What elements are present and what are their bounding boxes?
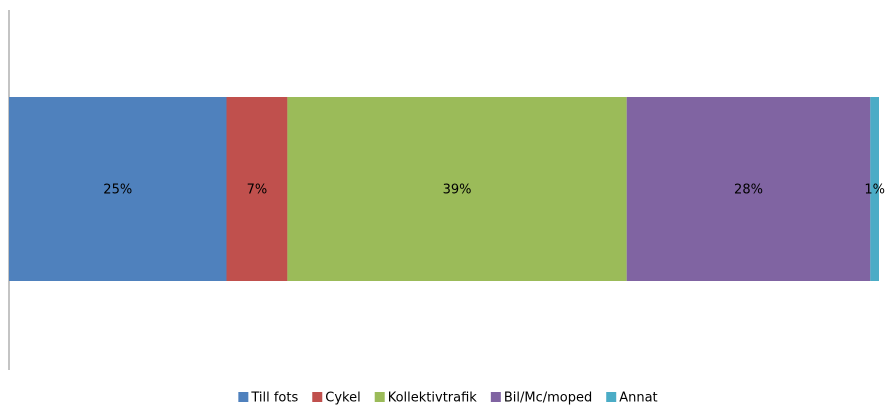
data-label: 25% [103, 183, 132, 198]
legend-label: Till fots [250, 391, 298, 406]
legend-label: Kollektivtrafik [388, 391, 478, 406]
legend-swatch [490, 392, 501, 402]
data-label: 28% [734, 183, 763, 198]
legend-swatch [312, 392, 323, 402]
bar-segment [226, 97, 288, 281]
legend-swatch [374, 392, 385, 402]
bar-segment [9, 97, 227, 281]
legend-swatch [238, 392, 249, 402]
bar-segment [287, 97, 627, 281]
legend-label: Bil/Mc/moped [504, 391, 592, 406]
legend-swatch [606, 392, 617, 402]
data-label: 7% [247, 183, 268, 198]
bar-segment [626, 97, 871, 281]
legend-label: Annat [619, 391, 657, 406]
data-label: 1% [864, 183, 885, 198]
bar-segment [870, 97, 879, 281]
data-label: 39% [443, 183, 472, 198]
legend-label: Cykel [325, 391, 360, 406]
